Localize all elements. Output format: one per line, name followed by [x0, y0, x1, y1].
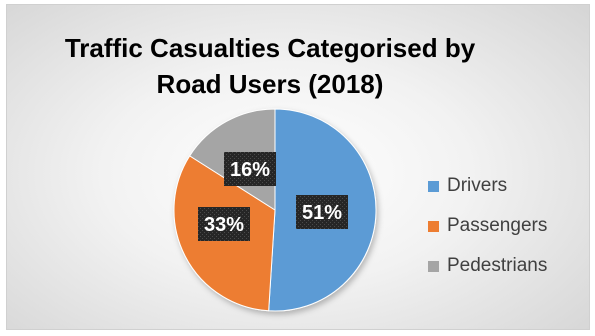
chart-title: Traffic Casualties Categorised by Road U… [10, 30, 530, 102]
data-label-pedestrians: 16% [224, 152, 276, 186]
legend-swatch-passengers [428, 220, 439, 232]
data-label-text: 51% [302, 202, 342, 224]
data-label-box [296, 195, 348, 229]
legend-item-passengers: Passengers [428, 206, 547, 246]
data-label-drivers: 51% [296, 195, 348, 229]
legend-swatch-pedestrians [428, 260, 439, 272]
data-label-box [198, 207, 250, 241]
legend-swatch-drivers [428, 180, 439, 192]
legend-item-drivers: Drivers [428, 166, 547, 206]
legend-label-drivers: Drivers [447, 175, 508, 196]
chart-title-line-2: Road Users (2018) [156, 69, 384, 99]
data-label-passengers: 33% [198, 207, 250, 241]
data-label-text: 33% [204, 214, 244, 236]
legend-label-pedestrians: Pedestrians [447, 255, 548, 276]
legend-item-pedestrians: Pedestrians [428, 246, 547, 286]
data-label-text: 16% [230, 159, 270, 181]
chart-title-line-1: Traffic Casualties Categorised by [64, 33, 476, 63]
legend: Drivers Passengers Pedestrians [428, 166, 547, 286]
legend-label-passengers: Passengers [447, 215, 548, 236]
data-label-box [224, 152, 276, 186]
